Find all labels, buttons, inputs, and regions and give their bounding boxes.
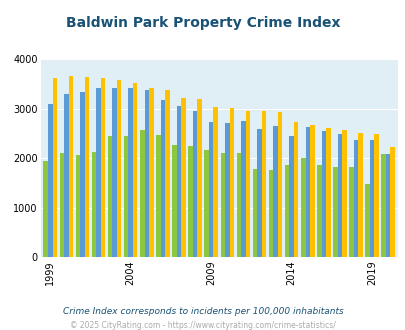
Bar: [381, 154, 385, 257]
Bar: [325, 128, 330, 257]
Bar: [192, 111, 197, 257]
Bar: [181, 98, 185, 257]
Bar: [241, 121, 245, 257]
Bar: [149, 88, 153, 257]
Bar: [60, 153, 64, 257]
Bar: [48, 104, 52, 257]
Text: © 2025 CityRating.com - https://www.cityrating.com/crime-statistics/: © 2025 CityRating.com - https://www.city…: [70, 320, 335, 330]
Bar: [188, 146, 192, 257]
Bar: [117, 80, 121, 257]
Bar: [364, 184, 369, 257]
Bar: [337, 134, 341, 257]
Bar: [64, 94, 68, 257]
Bar: [348, 167, 353, 257]
Bar: [140, 130, 144, 257]
Bar: [284, 165, 289, 257]
Bar: [229, 109, 233, 257]
Bar: [257, 129, 261, 257]
Bar: [252, 169, 257, 257]
Bar: [209, 122, 213, 257]
Text: Crime Index corresponds to incidents per 100,000 inhabitants: Crime Index corresponds to incidents per…: [62, 307, 343, 316]
Bar: [124, 136, 128, 257]
Bar: [80, 92, 85, 257]
Bar: [333, 167, 337, 257]
Bar: [204, 150, 209, 257]
Bar: [75, 155, 80, 257]
Bar: [92, 152, 96, 257]
Bar: [369, 140, 373, 257]
Bar: [96, 88, 100, 257]
Bar: [68, 76, 73, 257]
Bar: [197, 99, 201, 257]
Bar: [293, 122, 298, 257]
Bar: [309, 125, 314, 257]
Bar: [133, 83, 137, 257]
Bar: [316, 165, 321, 257]
Bar: [245, 111, 249, 257]
Bar: [373, 134, 378, 257]
Bar: [213, 107, 217, 257]
Bar: [289, 136, 293, 257]
Bar: [43, 161, 48, 257]
Text: Baldwin Park Property Crime Index: Baldwin Park Property Crime Index: [66, 16, 339, 30]
Bar: [52, 78, 57, 257]
Bar: [305, 127, 309, 257]
Bar: [273, 126, 277, 257]
Bar: [357, 133, 362, 257]
Bar: [353, 140, 357, 257]
Bar: [172, 145, 176, 257]
Bar: [385, 154, 390, 257]
Bar: [321, 131, 325, 257]
Bar: [341, 130, 346, 257]
Bar: [128, 88, 133, 257]
Bar: [220, 153, 224, 257]
Bar: [156, 135, 160, 257]
Bar: [224, 123, 229, 257]
Bar: [236, 153, 241, 257]
Bar: [160, 100, 165, 257]
Bar: [176, 106, 181, 257]
Bar: [268, 170, 273, 257]
Bar: [100, 78, 105, 257]
Bar: [144, 90, 149, 257]
Bar: [261, 111, 266, 257]
Bar: [277, 112, 281, 257]
Bar: [85, 77, 89, 257]
Bar: [390, 147, 394, 257]
Bar: [300, 158, 305, 257]
Bar: [108, 136, 112, 257]
Bar: [165, 90, 169, 257]
Bar: [112, 88, 117, 257]
